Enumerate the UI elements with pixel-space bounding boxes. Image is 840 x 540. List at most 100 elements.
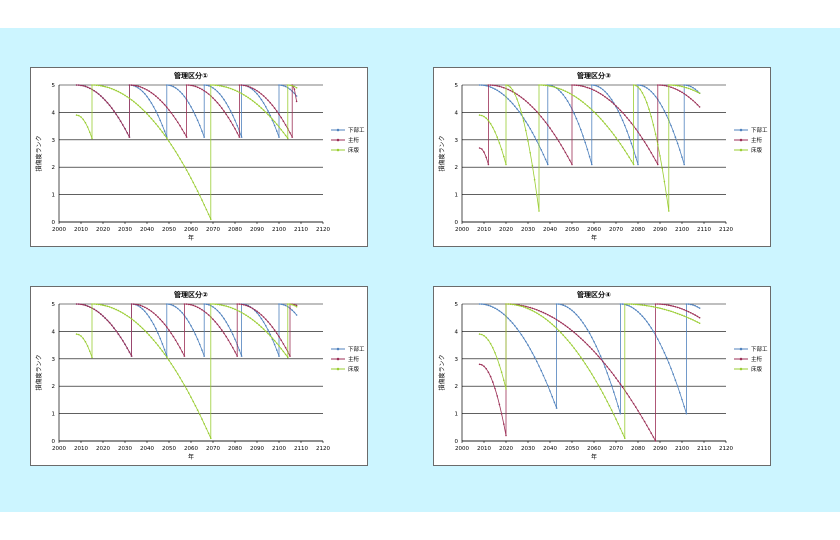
data-point: [588, 332, 591, 335]
data-point: [262, 321, 265, 323]
data-point: [227, 116, 230, 119]
data-point: [177, 121, 179, 124]
chart-svg: 管理区分① 0 1 2 3 4 5 2000 2010 2020 2030 2040 2050 2060 2…: [35, 71, 365, 242]
data-point: [641, 417, 644, 419]
data-point: [236, 303, 238, 305]
data-point: [284, 304, 287, 307]
data-point: [489, 122, 492, 125]
data-point: [115, 308, 117, 311]
series-line: [129, 84, 168, 138]
data-point: [291, 303, 294, 306]
data-point: [185, 84, 188, 86]
data-point: [544, 312, 547, 315]
data-point: [159, 119, 161, 122]
data-point: [696, 306, 699, 308]
data-point: [269, 101, 271, 104]
data-point: [610, 131, 613, 133]
data-point: [668, 309, 670, 312]
data-point: [207, 93, 210, 95]
data-point: [227, 325, 230, 327]
data-point: [487, 304, 490, 307]
data-point: [126, 96, 128, 98]
data-point: [551, 323, 553, 326]
data-point: [166, 303, 168, 305]
data-point: [681, 156, 683, 158]
data-point: [183, 303, 186, 305]
data-point: [113, 110, 115, 112]
series-line: [479, 333, 507, 389]
data-point: [225, 113, 227, 116]
data-point: [207, 213, 210, 216]
data-point: [566, 306, 569, 309]
series-line: [547, 84, 593, 165]
data-point: [295, 95, 298, 97]
data-point: [661, 347, 663, 349]
y-tick-label: 2: [52, 384, 56, 390]
data-point: [278, 84, 280, 86]
data-point: [179, 124, 181, 127]
data-point: [681, 314, 683, 316]
x-tick-label: 2010: [477, 446, 491, 452]
data-point: [194, 114, 197, 117]
data-point: [75, 84, 78, 86]
data-point: [577, 316, 580, 318]
data-point: [643, 420, 646, 423]
data-point: [604, 122, 606, 125]
data-point: [150, 91, 153, 94]
data-point: [265, 318, 267, 321]
data-point: [507, 317, 509, 320]
data-point: [538, 84, 540, 86]
data-point: [478, 333, 481, 335]
data-point: [89, 87, 91, 90]
data-point: [260, 107, 263, 109]
data-point: [621, 119, 624, 122]
data-point: [284, 85, 287, 88]
data-point: [624, 303, 626, 305]
data-point: [492, 381, 494, 383]
data-point: [580, 85, 582, 87]
data-point: [549, 315, 551, 317]
data-point: [560, 321, 562, 324]
data-point: [174, 150, 177, 153]
data-point: [551, 130, 553, 133]
x-tick-label: 2030: [118, 446, 132, 452]
data-point: [586, 148, 589, 151]
data-point: [210, 218, 212, 221]
data-point: [172, 115, 175, 117]
data-point: [690, 312, 692, 314]
data-point: [166, 106, 168, 109]
data-point: [650, 305, 652, 308]
data-point: [520, 305, 523, 308]
data-point: [663, 303, 666, 306]
data-point: [225, 86, 227, 88]
data-point: [525, 129, 527, 132]
data-point: [492, 347, 494, 349]
x-tick-label: 2040: [140, 446, 154, 452]
data-point: [265, 325, 267, 327]
data-point: [262, 95, 265, 97]
data-point: [177, 307, 179, 310]
data-point: [615, 418, 617, 420]
legend-label: 下部工: [348, 126, 365, 134]
data-point: [269, 335, 271, 337]
data-point: [78, 333, 80, 336]
data-point: [273, 120, 276, 123]
data-point: [163, 130, 166, 132]
data-point: [163, 323, 166, 326]
series-3: [75, 84, 298, 221]
data-point: [621, 111, 624, 114]
data-point: [569, 341, 571, 344]
data-point: [273, 343, 276, 346]
data-point: [84, 121, 87, 124]
data-point: [113, 307, 115, 310]
series-line: [624, 303, 700, 324]
data-point: [214, 84, 216, 86]
y-tick-label: 3: [52, 138, 56, 144]
x-tick-label: 2030: [118, 227, 132, 233]
data-point: [529, 306, 531, 309]
data-point: [485, 304, 487, 306]
data-point: [256, 103, 258, 105]
data-point: [271, 118, 274, 120]
data-point: [547, 384, 549, 387]
data-point: [595, 84, 597, 87]
